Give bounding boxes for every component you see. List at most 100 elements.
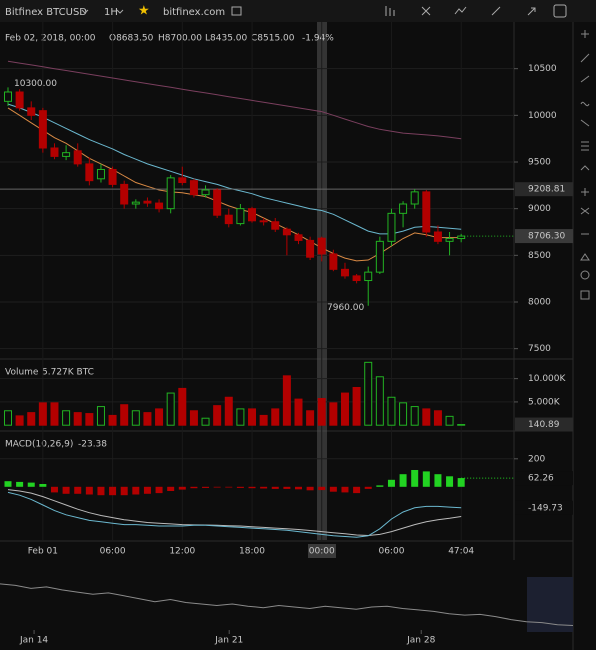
macd-histogram	[27, 482, 35, 487]
volume-bar	[248, 408, 257, 426]
candle-body	[62, 152, 71, 157]
y-tick-label: 10000	[528, 111, 557, 121]
candle-body	[73, 150, 82, 165]
hover-close: C8515.00	[251, 34, 295, 44]
tool-line[interactable]	[580, 53, 590, 63]
compare-icon[interactable]	[454, 6, 467, 15]
macd-histogram	[155, 486, 163, 494]
y-tick-label: 9500	[528, 158, 551, 168]
x-tick-label: 06:00	[378, 547, 404, 557]
macd-histogram	[167, 486, 175, 491]
volume-bar	[445, 415, 454, 426]
candle-body	[38, 110, 47, 149]
tool-circle[interactable]	[580, 270, 590, 280]
volume-bar	[422, 408, 431, 426]
tool-cross[interactable]	[581, 30, 589, 38]
volume-bar	[189, 410, 198, 426]
macd-histogram	[353, 486, 361, 494]
volume-bar	[294, 398, 303, 426]
volume-bar	[85, 413, 94, 426]
x-tick-label: 18:00	[239, 547, 265, 557]
tool-pattern[interactable]	[580, 165, 590, 171]
candle-body	[96, 168, 105, 180]
hover-open: O8683.50	[109, 34, 154, 44]
macd-histogram	[376, 485, 384, 487]
dropdown[interactable]	[81, 9, 89, 14]
volume-bar	[27, 412, 36, 426]
x-tick-label: 47:04	[448, 547, 474, 557]
navigator-tick-label: Jan 28	[406, 636, 435, 646]
volume-bar	[306, 410, 315, 426]
candle-body	[364, 271, 373, 282]
volume-bar	[201, 417, 210, 426]
draw-icon[interactable]	[421, 6, 431, 16]
candle-body	[15, 91, 24, 109]
tool-curve[interactable]	[580, 101, 590, 107]
candle-body	[306, 239, 315, 258]
macd-histogram	[387, 479, 395, 487]
navigator-window[interactable]	[527, 577, 573, 632]
tool-pitchfork[interactable]	[580, 207, 590, 215]
tool-rect[interactable]	[580, 290, 590, 300]
settings-icon[interactable]	[553, 4, 567, 18]
volume-bar	[433, 410, 442, 426]
pane-borders	[0, 22, 574, 650]
candle-body	[224, 214, 233, 225]
navigator-tick-label: Jan 21	[214, 636, 243, 646]
volume-bar	[236, 408, 245, 426]
candle-body	[213, 189, 222, 216]
macd-histogram	[74, 486, 82, 494]
tool-shape[interactable]	[580, 253, 590, 261]
volume-bar	[50, 402, 59, 426]
interval[interactable]: 1H	[104, 7, 118, 18]
symbol[interactable]: Bitfinex BTCUSD	[5, 7, 87, 18]
last-price-label: 8706.30	[528, 232, 565, 242]
candle-body	[352, 275, 361, 282]
volume-bar	[96, 406, 105, 426]
volume-bar	[213, 405, 222, 426]
tool-ray[interactable]	[580, 75, 590, 83]
indicators-icon[interactable]	[385, 6, 395, 16]
macd-histogram	[202, 486, 210, 488]
macd-histogram	[422, 471, 430, 487]
volume-bar	[224, 396, 233, 426]
last-price-label-box	[515, 229, 573, 244]
line	[7, 107, 462, 262]
image-icon[interactable]	[231, 6, 242, 16]
y-tick-label: 200	[528, 454, 545, 464]
macd-histogram	[446, 476, 454, 487]
volume-bar	[178, 387, 187, 426]
pen-icon[interactable]	[491, 6, 501, 16]
candle-body	[433, 231, 442, 242]
macd-histogram	[62, 486, 70, 494]
dropdown[interactable]	[116, 9, 124, 14]
y-tick-label: 8000	[528, 298, 551, 308]
site[interactable]: bitfinex.com	[163, 7, 225, 18]
macd-histogram	[341, 486, 349, 493]
candle-body	[422, 191, 431, 233]
y-tick-label: 7500	[528, 344, 551, 354]
volume-bar	[259, 414, 268, 426]
y-tick-label: 5.000K	[528, 397, 561, 407]
candle-body	[166, 177, 175, 210]
candle-body	[143, 200, 152, 204]
x-tick-label: 06:00	[100, 547, 126, 557]
toolbar: Bitfinex BTCUSD 1H ★ bitfinex.com	[0, 0, 596, 22]
fullscreen-icon[interactable]	[527, 7, 536, 16]
hover-change: -1.94%	[302, 34, 334, 44]
candle-body	[294, 234, 303, 241]
tool-arrow[interactable]	[580, 119, 590, 127]
volume-bar	[399, 402, 408, 426]
star-icon[interactable]: ★	[138, 4, 150, 19]
macd-histogram	[225, 486, 233, 488]
macd-histogram	[411, 470, 419, 487]
candle-body	[189, 180, 198, 196]
candle-body	[282, 228, 291, 236]
tool-fib[interactable]	[581, 141, 589, 151]
macd-histogram	[248, 486, 256, 489]
tool-measure[interactable]	[581, 188, 589, 196]
candle-body	[340, 268, 349, 277]
candle-body	[4, 91, 12, 102]
macd-histogram	[271, 486, 279, 489]
